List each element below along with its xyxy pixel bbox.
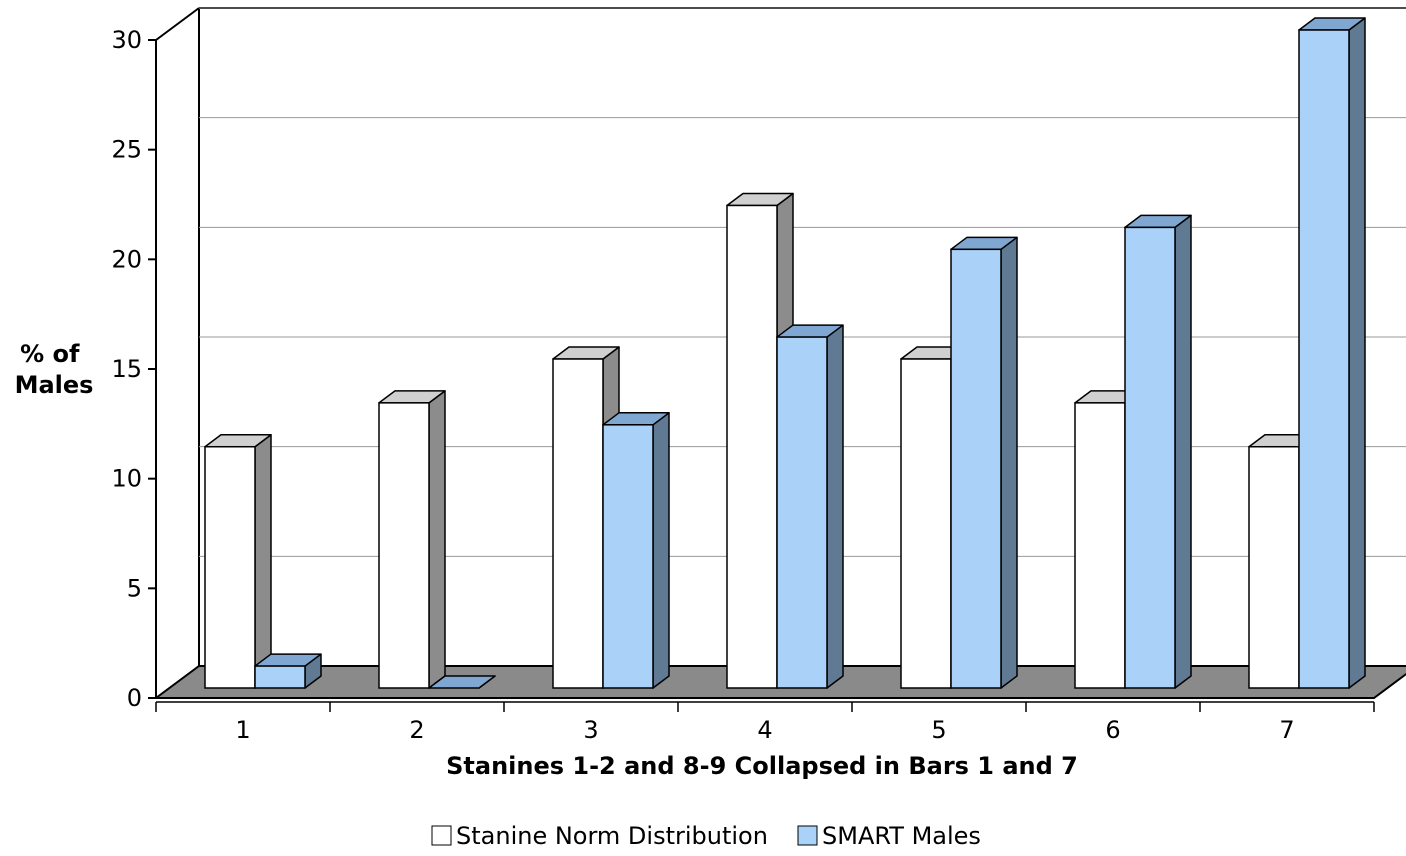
x-axis-title: Stanines 1-2 and 8-9 Collapsed in Bars 1…: [446, 752, 1078, 780]
bar-smart-5-side: [1000, 236, 1018, 689]
x-tick-label: 6: [1105, 716, 1120, 744]
bar-stanine-1: [204, 445, 256, 689]
legend-label-stanine: Stanine Norm Distribution: [456, 822, 768, 850]
bar-smart-1: [254, 665, 306, 689]
bar-stanine-3: [552, 358, 604, 689]
bar-smart-6: [1124, 226, 1176, 689]
bar-smart-3: [602, 424, 654, 689]
y-axis-title-line-2: Males: [15, 371, 94, 399]
x-tick-label: 3: [583, 716, 598, 744]
x-tick-labels: 1 2 3 4 5 6 7: [235, 716, 1294, 744]
y-tick-label: 0: [127, 684, 142, 712]
bar-smart-6-side: [1174, 214, 1192, 689]
bar-stanine-5: [900, 358, 952, 689]
y-tick-label: 30: [111, 26, 142, 54]
legend-swatch-smart: [797, 825, 818, 846]
bars: [204, 17, 1366, 689]
bar-smart-7: [1298, 29, 1350, 689]
x-tick-label: 2: [409, 716, 424, 744]
y-tick-label: 5: [127, 574, 142, 602]
y-tick-labels: 0 5 10 15 20 25 30: [111, 26, 142, 712]
bar-smart-3-side: [652, 412, 670, 689]
legend-swatch-stanine: [431, 825, 452, 846]
bar-stanine-4: [726, 204, 778, 689]
bar-smart-7-side: [1348, 17, 1366, 689]
bar-smart-2-top: [428, 675, 496, 689]
bar-smart-4-side: [826, 324, 844, 689]
bar-stanine-1-side: [254, 433, 272, 689]
bar-smart-5: [950, 248, 1002, 689]
bar-stanine-2-side: [428, 390, 446, 689]
x-tick-label: 7: [1279, 716, 1294, 744]
y-axis-title: % of Males: [15, 340, 94, 399]
bar-smart-4: [776, 336, 828, 689]
y-tick-label: 25: [111, 136, 142, 164]
legend: Stanine Norm Distribution SMART Males: [431, 822, 981, 850]
x-tick-label: 5: [931, 716, 946, 744]
legend-label-smart: SMART Males: [822, 822, 981, 850]
bar-stanine-2: [378, 402, 430, 689]
y-tick-label: 15: [111, 355, 142, 383]
bar-stanine-6: [1074, 402, 1126, 689]
side-wall-top-edge: [155, 7, 200, 41]
axes: [148, 39, 1375, 712]
y-tick-label: 20: [111, 245, 142, 273]
y-axis-title-line-1: % of: [20, 340, 80, 368]
y-tick-label: 10: [111, 465, 142, 493]
x-tick-label: 4: [757, 716, 772, 744]
x-tick-label: 1: [235, 716, 250, 744]
bar-stanine-7: [1248, 445, 1300, 689]
